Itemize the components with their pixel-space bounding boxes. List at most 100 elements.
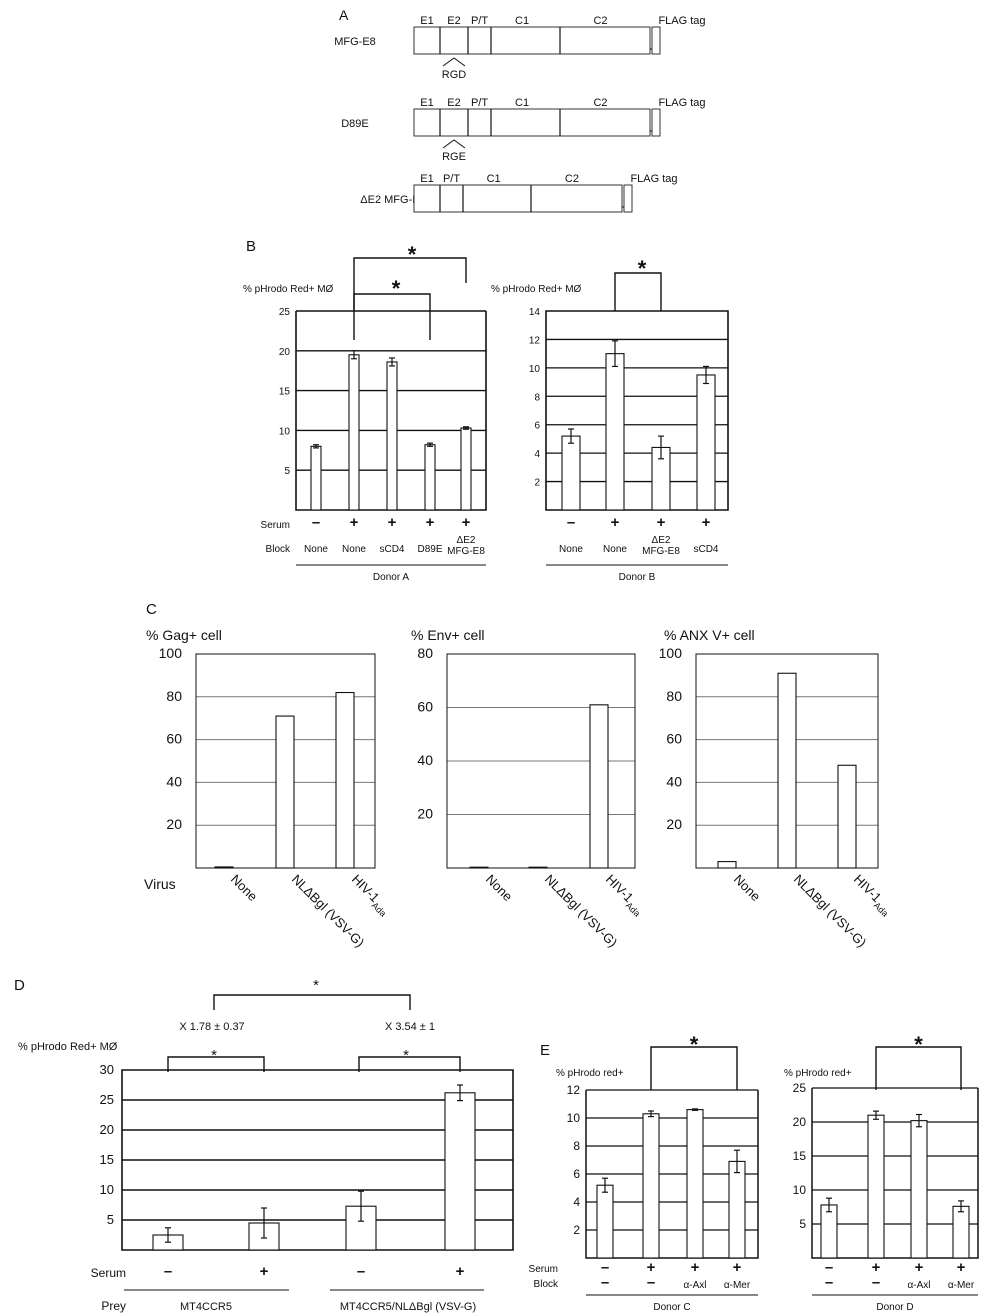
prey-label: MT4CCR5 — [180, 1301, 232, 1313]
y-tick-label: 6 — [534, 421, 540, 432]
serum-sign: – — [567, 514, 575, 531]
block-label: ΔE2 — [457, 535, 476, 546]
x-tick-label: HIV-1Ada — [347, 872, 394, 919]
x-tick-label: None — [228, 872, 261, 905]
bar — [460, 427, 472, 511]
y-tick-label: 25 — [100, 1092, 114, 1107]
plot-frame — [585, 1090, 759, 1259]
y-tick-label: 40 — [417, 752, 433, 768]
chart-title: % Gag+ cell — [146, 627, 222, 643]
block-label: α-Mer — [948, 1280, 975, 1291]
panel-letter-e: E — [540, 1042, 550, 1059]
y-tick-label: 10 — [567, 1111, 581, 1125]
y-tick-label: 30 — [100, 1062, 114, 1077]
block-label: None — [304, 544, 328, 555]
significance-bracket — [353, 257, 467, 310]
y-tick-label: 4 — [573, 1195, 580, 1209]
y-axis-label: % pHrodo Red+ MØ — [18, 1041, 118, 1053]
bar — [561, 435, 581, 511]
flag-tag-box — [651, 26, 661, 55]
serum-sign: + — [691, 1259, 700, 1276]
bar — [310, 445, 322, 511]
row-label-serum: Serum — [529, 1264, 558, 1275]
bar — [386, 361, 398, 511]
flag-tag-box — [651, 108, 661, 137]
block-sign: – — [601, 1274, 609, 1291]
y-tick-label: 60 — [166, 731, 182, 747]
y-tick-label: 20 — [793, 1115, 807, 1129]
bar — [275, 715, 295, 869]
block-label: None — [559, 544, 583, 555]
block-label: α-Axl — [907, 1280, 930, 1291]
y-tick-label: 40 — [166, 773, 182, 789]
domain-label: C2 — [593, 15, 607, 27]
y-tick-label: 60 — [666, 731, 682, 747]
bar — [596, 1184, 614, 1259]
construct-name: D89E — [341, 118, 369, 130]
group-label: Donor B — [619, 572, 656, 583]
block-label: α-Mer — [724, 1280, 751, 1291]
x-tick-label: None — [731, 872, 764, 905]
flag-tag-box — [623, 184, 633, 213]
y-tick-label: 8 — [534, 392, 540, 403]
y-tick-label: 20 — [100, 1122, 114, 1137]
significance-bracket — [614, 272, 662, 311]
serum-sign: – — [164, 1263, 172, 1280]
y-tick-label: 8 — [573, 1139, 580, 1153]
plot-frame — [446, 653, 636, 869]
serum-sign: – — [312, 514, 320, 531]
significance-star: * — [690, 1032, 699, 1057]
panel-d-chart: 5 10 15 20 25 30 % pHrodo Red+ MØ * * * X 1.78 ± 0… — [18, 977, 514, 1313]
bar — [444, 1092, 476, 1251]
serum-sign: – — [825, 1259, 833, 1276]
motif-caret — [442, 57, 466, 67]
domain-label: C1 — [515, 97, 529, 109]
virus-label: Virus — [144, 876, 176, 892]
plot-frame — [545, 310, 729, 511]
domain-label: E2 — [447, 15, 460, 27]
construct-body — [413, 108, 651, 137]
panel-letter-b: B — [246, 238, 256, 255]
bar — [642, 1113, 660, 1259]
significance-star: * — [638, 256, 647, 281]
plot-frame — [811, 1088, 979, 1259]
bar — [728, 1160, 746, 1259]
panel-letter-a: A — [339, 7, 349, 23]
y-tick-label: 5 — [799, 1217, 806, 1231]
fold-change-label: X 1.78 ± 0.37 — [179, 1021, 244, 1033]
significance-star: * — [914, 1032, 923, 1057]
y-tick-label: 4 — [534, 449, 540, 460]
domain-label: C2 — [565, 173, 579, 185]
y-tick-label: 15 — [279, 387, 291, 398]
group-label: Donor C — [653, 1302, 690, 1313]
panel-letter-c: C — [146, 601, 157, 618]
y-tick-label: 6 — [573, 1167, 580, 1181]
x-tick-label: None — [483, 872, 516, 905]
y-tick-label: 20 — [166, 816, 182, 832]
row-label-prey: Prey — [101, 1299, 126, 1313]
flag-tag-label: FLAG tag — [630, 173, 677, 185]
y-tick-label: 5 — [284, 466, 290, 477]
motif-caret — [442, 139, 466, 149]
x-tick-label: HIV-1Ada — [849, 872, 896, 919]
significance-star: * — [403, 1047, 409, 1064]
y-tick-label: 10 — [793, 1183, 807, 1197]
x-tick-label: HIV-1Ada — [601, 872, 648, 919]
serum-sign: + — [957, 1259, 966, 1276]
significance-bracket — [353, 293, 431, 340]
motif-label: RGE — [442, 151, 466, 163]
bar — [335, 691, 355, 869]
block-label: α-Axl — [683, 1280, 706, 1291]
serum-sign: + — [733, 1259, 742, 1276]
domain-label: C1 — [487, 173, 501, 185]
significance-bracket — [650, 1046, 738, 1090]
bar — [605, 353, 625, 511]
flag-tag-label: FLAG tag — [658, 97, 705, 109]
y-tick-label: 25 — [793, 1081, 807, 1095]
significance-star: * — [408, 242, 417, 267]
subscript-ada: Ada — [872, 900, 890, 918]
